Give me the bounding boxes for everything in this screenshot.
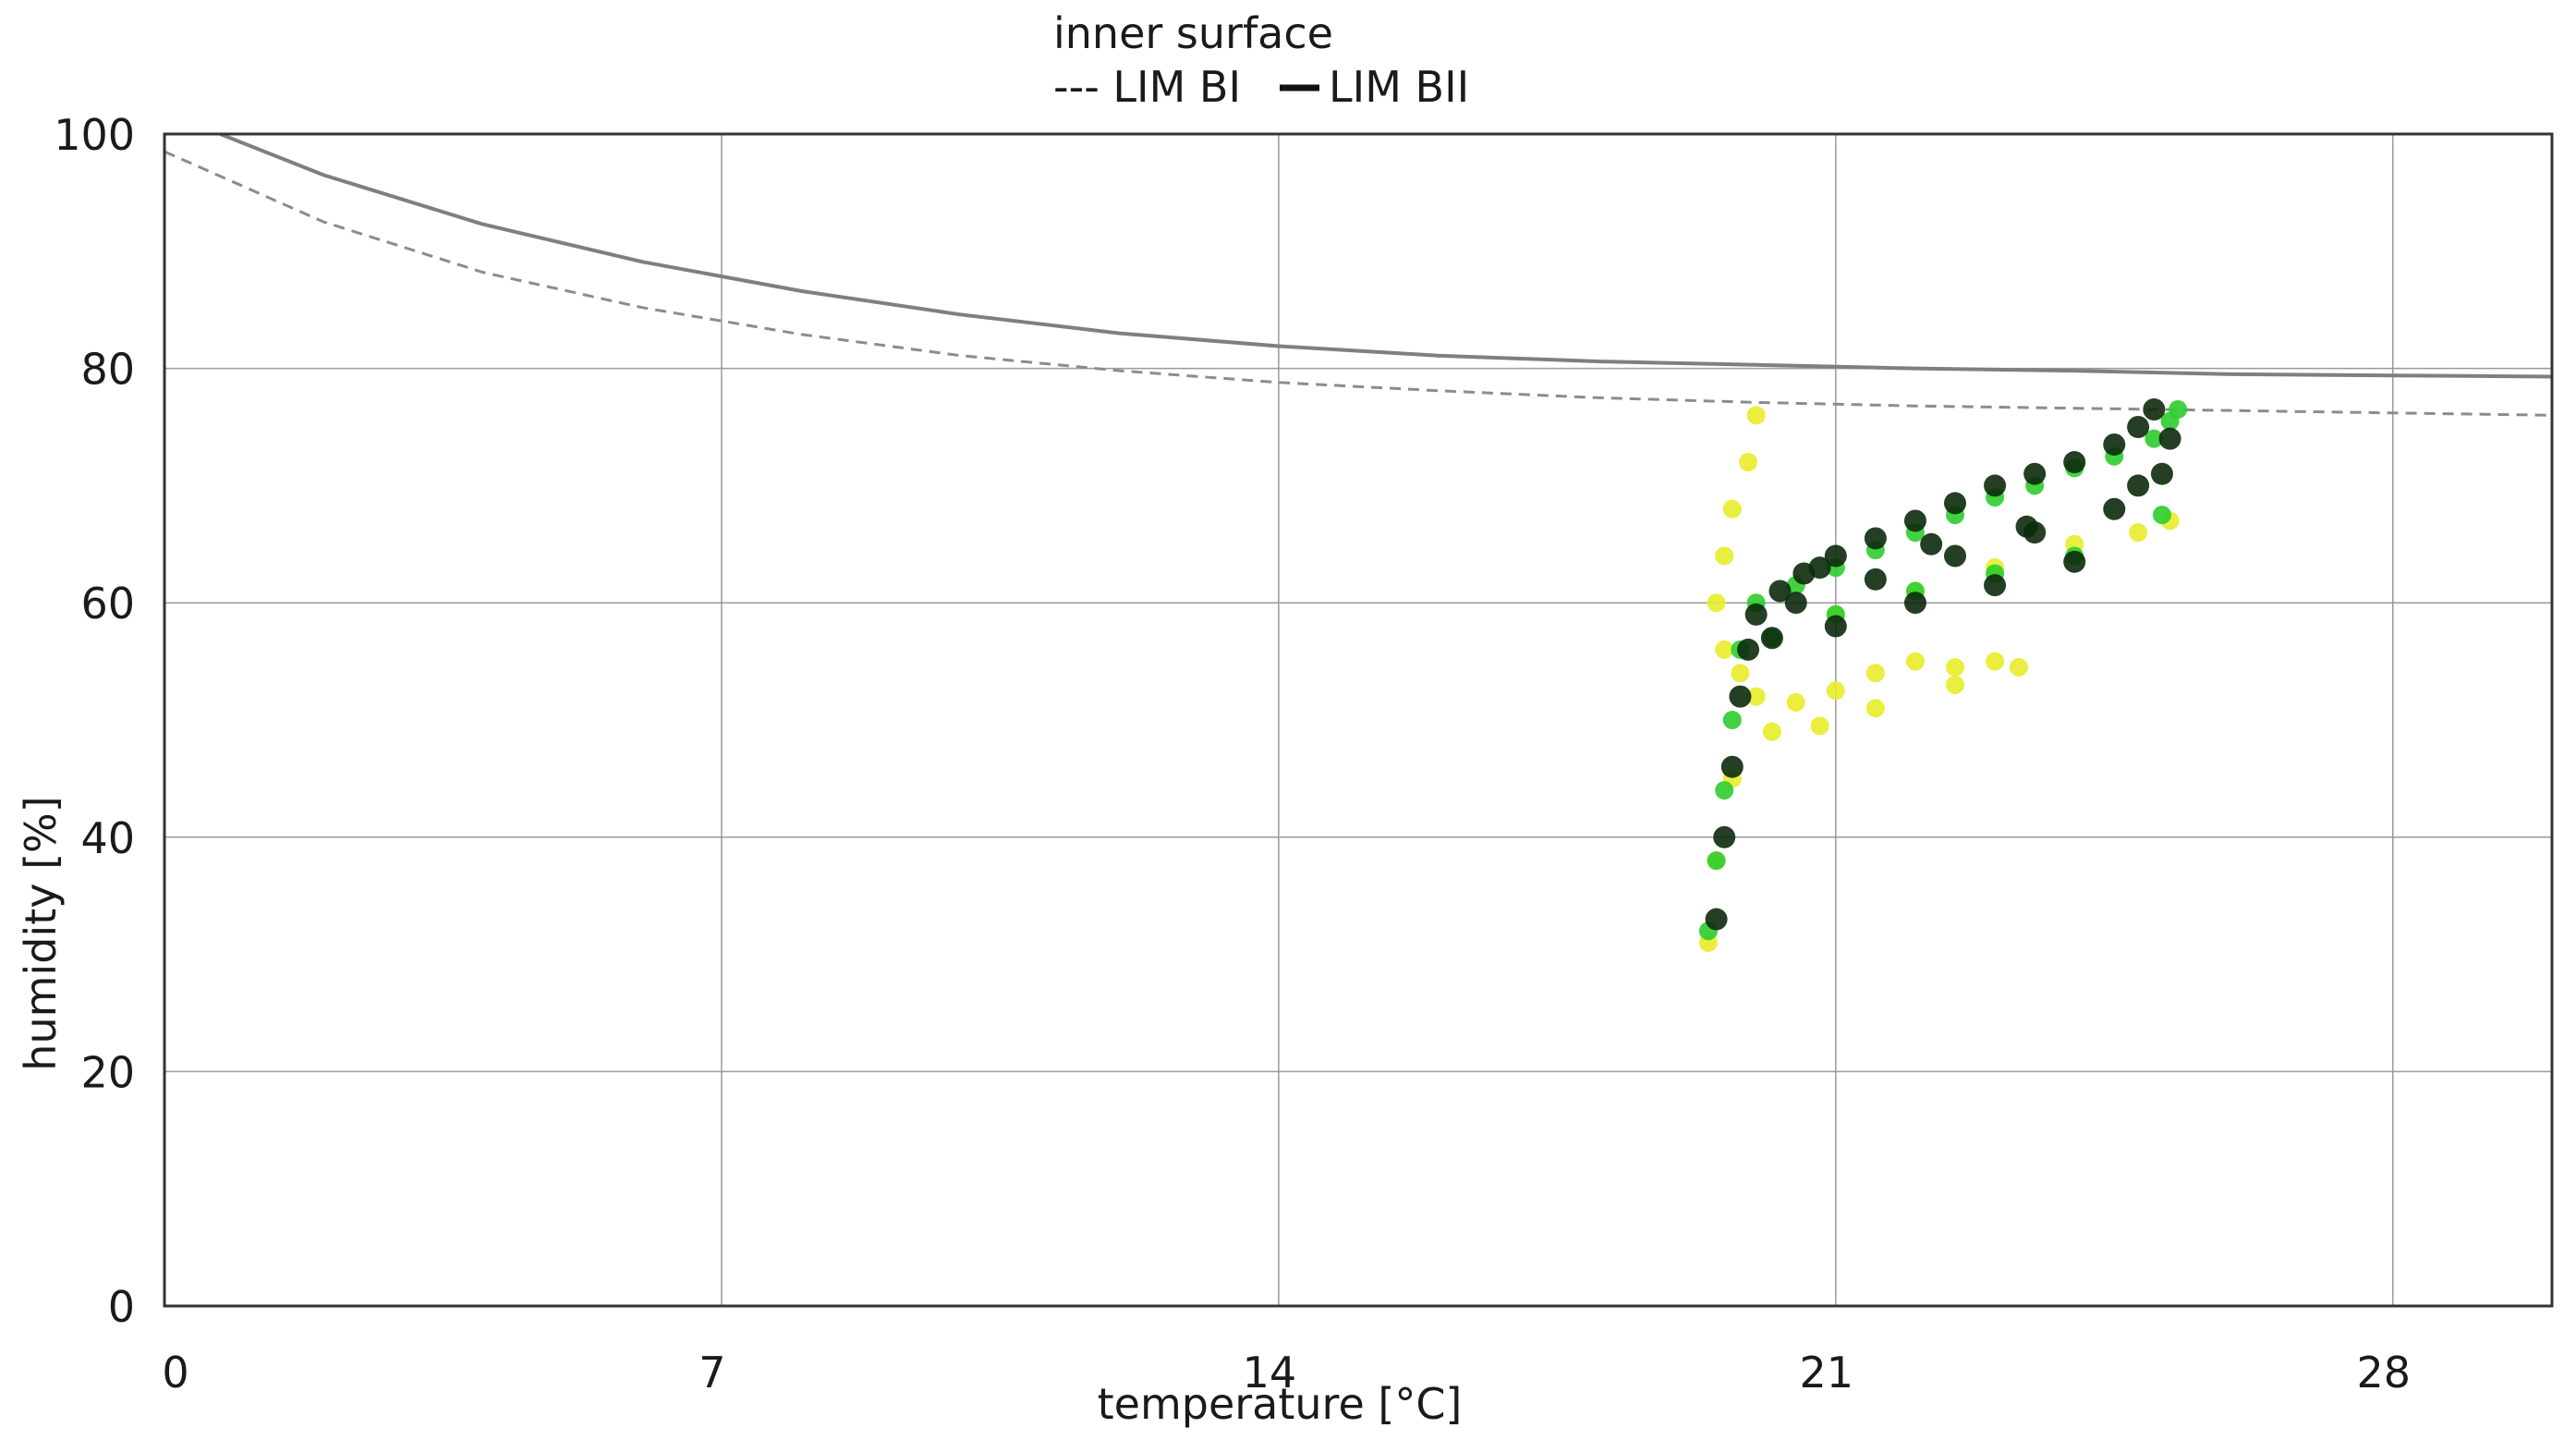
x-tick-label: 28 bbox=[2356, 1348, 2411, 1397]
limit-curve-lim-bi bbox=[164, 150, 2553, 417]
limit-curves bbox=[164, 132, 2553, 417]
x-axis-label: temperature [°C] bbox=[1098, 1379, 1463, 1429]
y-tick-label: 60 bbox=[80, 579, 135, 628]
data-point bbox=[1920, 532, 1943, 555]
data-point bbox=[1746, 406, 1766, 425]
legend-label-lim-bii: LIM BII bbox=[1329, 62, 1469, 112]
y-tick-label: 80 bbox=[80, 345, 135, 395]
grid bbox=[164, 134, 2552, 1306]
data-point bbox=[1864, 527, 1887, 550]
data-point bbox=[1824, 544, 1847, 567]
data-point bbox=[2143, 397, 2166, 421]
data-point bbox=[2015, 515, 2038, 538]
data-point bbox=[1722, 499, 1742, 519]
data-point bbox=[1720, 755, 1744, 778]
y-tick-label: 100 bbox=[54, 110, 135, 160]
data-point bbox=[1737, 638, 1760, 661]
data-point bbox=[1944, 492, 1966, 515]
data-point bbox=[1722, 711, 1742, 729]
data-point bbox=[1824, 615, 1847, 638]
data-point bbox=[1768, 580, 1792, 603]
data-point bbox=[1944, 544, 1966, 567]
limit-curve-lim-bii bbox=[219, 132, 2553, 379]
y-tick-labels: 0 20 40 60 80 100 bbox=[54, 110, 135, 1332]
data-point bbox=[1744, 603, 1768, 626]
chart-title: inner surface bbox=[1053, 8, 1333, 58]
data-point bbox=[1707, 851, 1726, 871]
data-point bbox=[2009, 657, 2028, 677]
data-point bbox=[1715, 781, 1734, 800]
data-point bbox=[2150, 462, 2173, 485]
data-point bbox=[2145, 429, 2164, 448]
data-point bbox=[1903, 592, 1926, 615]
data-point bbox=[2063, 451, 2086, 474]
data-point bbox=[1865, 664, 1885, 683]
data-point bbox=[1705, 908, 1728, 931]
x-tick-label: 14 bbox=[1243, 1348, 1297, 1397]
data-point bbox=[1707, 593, 1726, 613]
data-point bbox=[1905, 652, 1925, 671]
data-point bbox=[1865, 699, 1885, 718]
legend-label-lim-bi: --- LIM BI bbox=[1053, 62, 1241, 112]
data-point bbox=[1810, 716, 1829, 736]
data-point bbox=[1786, 692, 1805, 712]
data-point bbox=[1984, 574, 2007, 597]
x-tick-label: 7 bbox=[699, 1348, 725, 1397]
data-point bbox=[1903, 509, 1926, 532]
y-tick-label: 40 bbox=[80, 813, 135, 863]
data-point bbox=[2103, 433, 2126, 457]
data-point bbox=[2103, 497, 2126, 520]
data-point bbox=[1715, 640, 1734, 659]
data-point bbox=[2129, 523, 2148, 543]
x-tick-label: 21 bbox=[1800, 1348, 1854, 1397]
data-point bbox=[1713, 825, 1736, 848]
data-point bbox=[2063, 550, 2086, 573]
plot-frame bbox=[163, 132, 2554, 1308]
data-point bbox=[2152, 506, 2171, 525]
data-point bbox=[1984, 474, 2007, 497]
data-point bbox=[1864, 567, 1887, 591]
data-point bbox=[1946, 657, 1964, 677]
data-point bbox=[1729, 685, 1752, 708]
data-point bbox=[1715, 546, 1734, 566]
x-tick-labels: 0 7 14 21 28 bbox=[162, 1348, 2411, 1397]
data-point bbox=[1784, 592, 1807, 615]
data-points bbox=[1698, 397, 2188, 952]
data-point bbox=[1760, 627, 1783, 650]
data-point bbox=[1986, 652, 2005, 671]
y-tick-label: 20 bbox=[80, 1047, 135, 1097]
data-point bbox=[1739, 453, 1758, 472]
data-point bbox=[1731, 664, 1750, 683]
data-point bbox=[1826, 681, 1845, 701]
data-point bbox=[2158, 427, 2181, 450]
y-axis-label: humidity [%] bbox=[16, 796, 66, 1070]
x-tick-label: 0 bbox=[162, 1348, 188, 1397]
data-point bbox=[1746, 687, 1766, 706]
y-tick-label: 0 bbox=[108, 1282, 135, 1332]
data-point bbox=[2127, 416, 2150, 438]
data-point bbox=[2169, 399, 2188, 419]
data-point bbox=[1762, 722, 1781, 741]
data-point bbox=[2023, 462, 2047, 485]
data-point bbox=[2127, 474, 2150, 497]
data-point bbox=[1946, 675, 1964, 694]
legend: --- LIM BI LIM BII bbox=[1053, 62, 1469, 112]
data-point bbox=[1808, 556, 1831, 580]
